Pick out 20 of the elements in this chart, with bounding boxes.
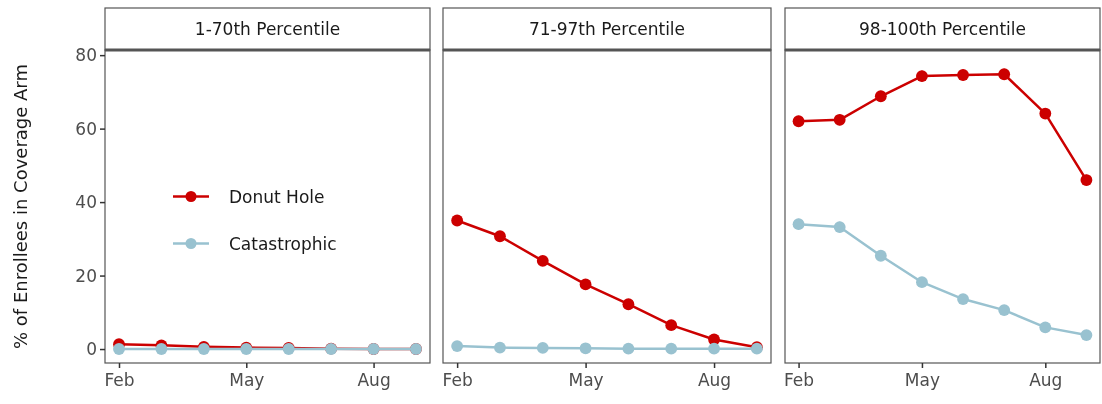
x-tick-label: Aug [697, 370, 732, 391]
y-tick-label: 0 [86, 338, 97, 359]
legend-label: Catastrophic [229, 233, 337, 254]
y-tick-label: 20 [75, 265, 97, 286]
x-tick-label: May [229, 370, 265, 391]
x-tick-label: Feb [784, 370, 815, 391]
y-tick-label: 40 [75, 192, 97, 213]
x-tick-label: May [568, 370, 604, 391]
y-axis-title: % of Enrollees in Coverage Arm [10, 64, 31, 349]
chart-title: 98-100th Percentile [859, 19, 1026, 39]
x-tick-label: May [904, 370, 941, 391]
x-tick-label: Feb [104, 370, 135, 391]
x-tick-label: Aug [357, 370, 391, 391]
y-tick-label: 80 [75, 45, 97, 66]
chart-title: 1-70th Percentile [194, 19, 341, 39]
x-tick-label: Feb [442, 370, 473, 391]
legend-label: Donut Hole [229, 186, 325, 207]
y-tick-label: 60 [75, 118, 97, 139]
chart-title: 71-97th Percentile [528, 19, 686, 39]
x-tick-label: Aug [1029, 370, 1063, 391]
